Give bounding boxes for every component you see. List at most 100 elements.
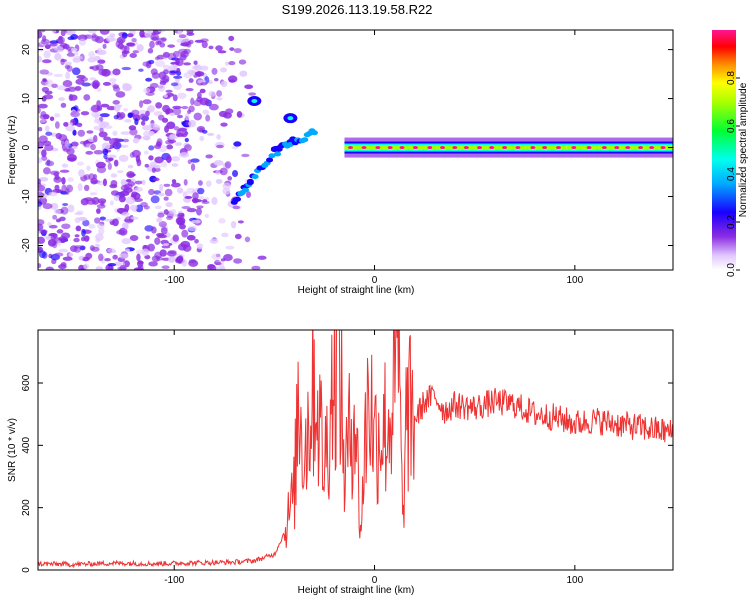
carrier-line-peak: [660, 146, 666, 150]
spectrogram-noise-blob: [257, 255, 267, 260]
spectrogram-noise-blob: [83, 235, 90, 242]
spectrogram-noise-blob: [148, 188, 155, 196]
spectrogram-noise-blob: [184, 195, 193, 200]
spectrogram-noise-blob: [103, 153, 109, 160]
snr-x-tick-label: 100: [567, 575, 584, 586]
spectrogram-noise-blob: [129, 204, 138, 211]
spectrogram-noise-blob: [213, 159, 224, 166]
spectrogram-noise-blob: [102, 148, 109, 156]
spectrogram-noise-blob: [148, 123, 158, 127]
spectrogram-noise-blob: [49, 43, 58, 47]
spectrogram-noise-blob: [223, 253, 233, 262]
spectrogram-noise-blob: [208, 90, 216, 97]
spectrogram-noise-blob: [153, 177, 160, 182]
spectrogram-x-tick-label: -100: [164, 275, 184, 286]
spectrogram-noise-blob: [124, 222, 129, 230]
spectrogram-noise-blob: [214, 262, 222, 266]
spectrogram-noise-blob: [186, 234, 196, 241]
spectrogram-noise-blob: [220, 122, 228, 127]
carrier-line-peak: [638, 146, 644, 150]
spectrogram-noise-blob: [211, 67, 218, 75]
spectrogram-noise-blob: [140, 120, 146, 126]
spectrogram-noise-blob: [52, 214, 58, 220]
spectrogram-noise-blob: [67, 157, 77, 161]
spectrogram-noise-blob: [193, 112, 202, 121]
spectrogram-noise-blob: [122, 50, 128, 58]
spectrogram-noise-blob: [228, 79, 236, 83]
spectrogram-noise-blob: [74, 234, 80, 238]
spectrogram-noise-blob: [65, 71, 71, 80]
spectrogram-noise-blob: [75, 225, 82, 232]
spectrogram-noise-blob: [148, 59, 155, 65]
spectrogram-noise-blob: [101, 142, 111, 150]
spectrogram-noise-blob: [61, 177, 66, 185]
spectrogram-noise-blob: [44, 90, 53, 95]
spectrogram-noise-blob: [161, 265, 170, 270]
spectrogram-noise-blob: [96, 208, 101, 214]
spectrogram-noise-blob: [91, 33, 97, 38]
carrier-line-peak: [515, 146, 521, 150]
spectrogram-noise-blob: [104, 218, 113, 222]
spectrogram-noise-blob: [187, 109, 192, 115]
spectrogram-noise-blob: [127, 112, 133, 119]
spectrogram-noise-blob: [68, 252, 74, 257]
spectrogram-noise-blob: [45, 79, 54, 87]
spectrogram-noise-blob: [98, 68, 108, 76]
spectrogram-noise-blob: [134, 187, 143, 192]
spectrogram-noise-blob: [135, 154, 141, 163]
spectrogram-noise-blob: [119, 264, 126, 270]
spectrogram-noise-blob: [215, 170, 221, 175]
spectrogram-noise-blob: [237, 220, 244, 224]
spectrogram-noise-blob: [118, 195, 126, 203]
spectrogram-noise-blob: [102, 81, 112, 86]
spectrogram-noise-blob: [131, 109, 140, 116]
spectrogram-noise-blob: [157, 234, 167, 239]
spectrogram-noise-blob: [161, 245, 171, 249]
snr-frame: [37, 329, 674, 571]
spectrogram-noise-blob: [186, 30, 194, 35]
spectrogram-noise-blob: [177, 30, 182, 36]
spectrogram-noise-blob: [156, 138, 163, 147]
spectrogram-noise-blob: [145, 110, 150, 117]
spectrogram-noise-blob: [119, 144, 129, 148]
spectrogram-noise-blob: [133, 267, 144, 270]
spectrogram-noise-blob: [162, 242, 170, 247]
spectrogram-noise-blob: [225, 245, 235, 250]
spectrogram-noise-blob: [56, 229, 64, 234]
spectrogram-noise-blob: [126, 42, 136, 47]
spectrogram-noise-blob: [151, 32, 157, 36]
spectrogram-noise-blob: [126, 178, 132, 183]
spectrogram-noise-blob: [160, 161, 168, 168]
spectrogram-noise-blob: [78, 169, 85, 177]
spectrogram-noise-blob: [58, 248, 69, 253]
spectrogram-noise-blob: [40, 38, 50, 45]
spectrogram-noise-blob: [144, 254, 151, 260]
spectrogram-noise-blob: [194, 71, 205, 77]
carrier-line-peak: [502, 146, 508, 150]
spectrogram-x-tick-label: 100: [567, 275, 584, 286]
spectrogram-noise-blob: [97, 59, 106, 64]
spectrogram-noise-blob: [154, 237, 161, 245]
carrier-line-peak: [542, 146, 548, 150]
spectrogram-noise-blob: [38, 250, 46, 259]
spectrogram-noise-blob: [199, 88, 206, 94]
spectrogram-noise-blob: [182, 244, 192, 252]
carrier-line-peak: [427, 146, 433, 150]
spectrogram-noise-blob: [183, 62, 191, 66]
spectrogram-noise-blob: [70, 47, 78, 52]
spectrogram-noise-blob: [38, 236, 46, 245]
spectrogram-noise-blob: [230, 220, 237, 229]
spectrogram-noise-blob: [66, 52, 76, 57]
spectrogram-content: [38, 30, 673, 270]
spectrogram-noise-blob: [236, 110, 243, 118]
spectrogram-noise-blob: [88, 51, 96, 59]
spectrogram-noise-blob: [167, 44, 176, 48]
spectrogram-noise-blob: [196, 205, 204, 209]
spectrogram-noise-blob: [41, 149, 47, 158]
spectrogram-noise-blob: [148, 131, 155, 136]
spectrogram-noise-blob: [102, 178, 108, 187]
spectrogram-noise-blob: [38, 149, 42, 154]
spectrogram-noise-blob: [75, 78, 85, 85]
spectrogram-noise-blob: [175, 58, 184, 67]
